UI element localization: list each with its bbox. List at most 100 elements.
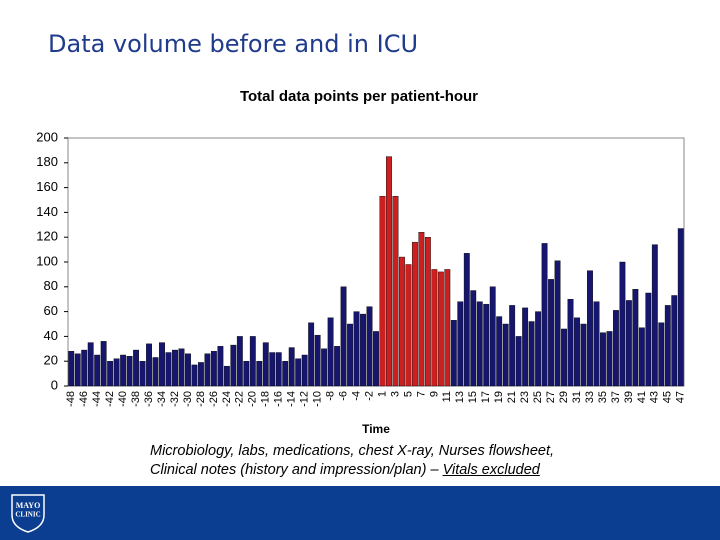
bar <box>301 354 308 387</box>
x-tick-label: -42 <box>104 391 116 407</box>
caption-line: Clinical notes (history and impression/p… <box>150 461 554 480</box>
y-tick-label: 40 <box>44 328 58 343</box>
bar <box>230 344 237 387</box>
x-tick-label: 19 <box>493 391 505 403</box>
x-tick-label: 7 <box>415 391 427 397</box>
bar <box>522 307 529 387</box>
y-tick-label: 200 <box>36 129 58 144</box>
caption-line: Microbiology, labs, medications, chest X… <box>150 443 555 459</box>
bar <box>600 332 606 387</box>
bar <box>321 348 328 387</box>
y-tick-label: 100 <box>36 253 58 268</box>
x-tick-label: 21 <box>506 391 518 403</box>
x-tick-label: -8 <box>325 391 337 401</box>
bar <box>94 354 101 387</box>
bar <box>113 358 120 387</box>
bar <box>107 361 114 387</box>
bar <box>580 323 587 387</box>
bar <box>489 286 496 387</box>
x-axis-label: Time <box>362 422 390 436</box>
bar <box>288 347 295 387</box>
bar <box>198 362 204 387</box>
bar <box>87 342 94 387</box>
x-tick-label: -40 <box>117 391 129 407</box>
bar <box>360 313 366 387</box>
x-tick-label: 27 <box>545 391 557 403</box>
x-tick-label: 37 <box>610 391 622 403</box>
x-tick-label: -38 <box>130 391 142 407</box>
bar <box>347 323 353 387</box>
bar <box>210 351 217 387</box>
bar <box>567 299 574 387</box>
bar <box>463 253 470 387</box>
bar <box>379 196 386 387</box>
bar <box>587 270 593 387</box>
bar <box>424 236 431 387</box>
x-tick-label: -16 <box>273 391 285 407</box>
bar <box>178 348 185 387</box>
bar <box>606 331 613 387</box>
bar <box>146 343 152 387</box>
x-tick-label: 3 <box>389 391 401 397</box>
bar <box>502 323 509 387</box>
bar <box>165 352 172 387</box>
bar <box>275 352 282 387</box>
y-tick-label: 80 <box>44 278 58 293</box>
bar <box>133 349 140 387</box>
x-tick-label: -36 <box>143 391 155 407</box>
x-tick-label: 31 <box>571 391 583 403</box>
bar <box>677 228 684 387</box>
x-tick-label: -18 <box>260 391 272 407</box>
x-tick-label: 35 <box>597 391 609 403</box>
bar <box>236 336 243 387</box>
x-tick-label: 33 <box>584 391 596 403</box>
logo: MAYO CLINIC <box>11 494 45 533</box>
x-tick-label: -24 <box>221 391 233 407</box>
x-tick-label: 39 <box>623 391 635 403</box>
y-tick-label: 120 <box>36 229 58 244</box>
bar <box>671 295 678 387</box>
caption: Microbiology, labs, medications, chest X… <box>150 442 554 480</box>
x-tick-label: 13 <box>454 391 466 403</box>
bar <box>664 305 671 387</box>
chart-title: Total data points per patient-hour <box>240 88 478 105</box>
bar <box>217 346 224 387</box>
chart: Total data points per patient-hour Time … <box>36 88 687 436</box>
bar <box>256 361 263 387</box>
bar <box>619 261 626 387</box>
bar <box>405 264 412 387</box>
x-tick-label: -28 <box>195 391 207 407</box>
bar <box>295 358 302 387</box>
bar <box>645 292 652 387</box>
y-tick-label: 0 <box>51 377 58 392</box>
bar <box>100 341 107 387</box>
x-tick-label: 5 <box>402 391 414 397</box>
x-tick-label: 15 <box>467 391 479 403</box>
x-tick-label: -46 <box>78 391 90 407</box>
bar <box>625 300 632 387</box>
x-tick-label: -48 <box>65 391 77 407</box>
bar <box>185 353 191 387</box>
caption-underlined: Vitals excluded <box>442 462 540 478</box>
x-tick-label: 25 <box>532 391 544 403</box>
slide-title: Data volume before and in ICU <box>48 30 419 58</box>
x-tick-label: 47 <box>675 391 687 403</box>
x-tick-label: -26 <box>208 391 220 407</box>
bar <box>496 316 503 387</box>
bar <box>444 269 451 387</box>
bar <box>612 310 619 387</box>
bar <box>68 351 75 387</box>
bar <box>561 328 567 387</box>
bar <box>658 322 665 387</box>
bar <box>262 342 269 387</box>
x-tick-label: 45 <box>662 391 674 403</box>
bar <box>223 365 230 387</box>
bar <box>334 346 341 387</box>
x-tick-label: 43 <box>649 391 661 403</box>
bar <box>528 321 535 387</box>
x-tick-label: -14 <box>286 391 298 407</box>
bar <box>172 349 178 387</box>
y-tick-label: 180 <box>36 154 58 169</box>
x-tick-label: 17 <box>480 391 492 403</box>
